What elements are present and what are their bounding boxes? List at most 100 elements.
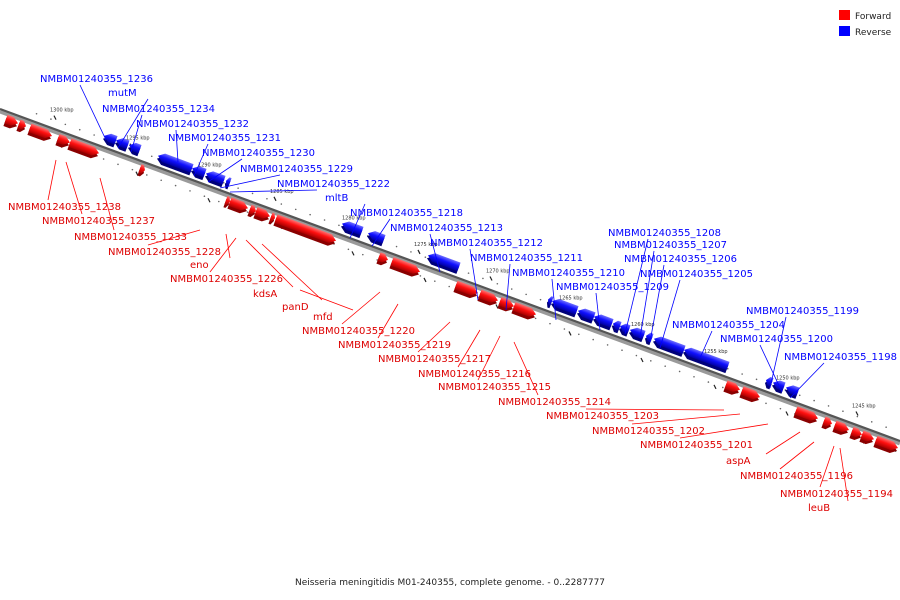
gene-arrow-body [794,406,819,421]
forward-leader-line [147,229,201,246]
gene-arrow-body [684,347,730,371]
minor-tick [117,163,119,166]
reverse-gene-label: NMBM01240355_1204 [672,320,785,331]
major-tick [417,249,421,255]
tick-label: 1290 kbp [198,162,222,168]
minor-tick [798,394,801,397]
forward-gene-arrow [832,420,850,435]
forward-gene-arrow [389,257,421,277]
reverse-gene-label: NMBM01240355_1210 [512,268,625,279]
forward-gene-label: eno [190,260,209,271]
forward-leader-line [261,243,323,301]
gene-arrow-body [228,197,249,211]
minor-tick [496,282,499,285]
legend-label-reverse: Reverse [855,28,892,38]
major-tick [713,384,717,390]
legend-label-forward: Forward [855,12,891,22]
gene-arrow-body [578,308,596,321]
gene-arrow-body [822,416,832,427]
tick-label: 1255 kbp [704,349,728,355]
forward-leader-line [99,177,115,231]
minor-tick [280,203,283,205]
forward-gene-arrow [247,204,256,218]
minor-tick [827,405,830,407]
minor-tick [664,365,666,367]
gene-layer [3,114,899,454]
reverse-gene-label: NMBM01240355_1200 [720,334,833,345]
forward-gene-label: NMBM01240355_1196 [740,471,853,482]
forward-gene-label: NMBM01240355_1202 [592,426,705,437]
tick-label: 1245 kbp [852,404,876,410]
minor-tick [419,275,422,277]
gene-arrow-body [390,257,421,274]
gene-arrow-body [138,164,146,174]
reverse-gene-label: NMBM01240355_1198 [784,352,897,363]
gene-arrow-body [646,332,654,343]
minor-tick [189,190,191,192]
forward-gene-arrow [223,195,230,208]
minor-tick [218,200,220,203]
reverse-leader-line [207,158,243,183]
reverse-gene-label: NMBM01240355_1211 [470,253,583,264]
minor-tick [578,333,580,336]
minor-tick [563,328,566,330]
gene-arrow-body [630,327,646,340]
forward-gene-arrow [821,416,832,430]
gene-arrow-body [620,323,631,334]
forward-leader-line [457,329,481,368]
minor-tick [362,253,364,256]
major-tick [568,331,572,336]
minor-tick [885,426,887,428]
tick-label: 1275 kbp [414,242,438,248]
legend-item-reverse: Reverse [839,26,892,38]
legend-swatch-reverse [839,26,850,36]
reverse-leader-line [759,344,783,393]
reverse-gene-label: NMBM01240355_1212 [430,238,543,249]
reverse-leader-line [371,218,391,247]
forward-gene-label: NMBM01240355_1217 [378,354,491,365]
major-tick [273,196,277,202]
gene-arrow-body [248,204,256,215]
forward-gene-arrow [3,114,18,129]
forward-leader-line [47,159,57,201]
forward-leader-line [299,289,354,311]
reverse-gene-label: NMBM01240355_1206 [624,254,737,265]
forward-gene-label: panD [282,302,309,313]
minor-tick [842,410,844,413]
minor-tick [338,224,340,227]
gene-arrow-body [874,435,899,451]
reverse-leader-line [219,174,281,189]
reverse-gene-label: NMBM01240355_1199 [746,306,859,317]
gene-arrow-body [254,207,271,219]
gene-arrow-body [224,195,230,206]
reverse-gene-label: NMBM01240355_1236 [40,74,153,85]
reverse-gene-arrow [156,153,194,176]
minor-tick [534,317,537,320]
forward-leader-line [65,161,83,215]
tick-label: 1285 kbp [270,189,294,195]
gene-arrow-body [4,114,18,126]
major-tick [207,197,211,203]
minor-tick [726,367,729,370]
figure-caption: Neisseria meningitidis M01-240355, compl… [294,578,606,588]
minor-tick [410,251,412,253]
forward-leader-line [341,291,381,325]
gene-arrow-body [860,430,874,442]
gene-arrow-body [68,138,100,156]
gene-arrow-body [129,142,142,154]
tick-label: 1250 kbp [776,375,800,381]
gene-arrow-body [28,123,53,139]
forward-leader-line [765,431,801,455]
reverse-leader-line [551,278,557,321]
forward-gene-label: NMBM01240355_1201 [640,440,753,451]
backbone-line [0,107,900,443]
major-tick [489,276,493,281]
forward-leader-line [417,321,451,353]
minor-tick [467,272,470,274]
reverse-gene-label: NMBM01240355_1218 [350,208,463,219]
reverse-leader-line [117,98,149,149]
gene-arrow-body [512,302,537,317]
minor-tick [741,373,743,375]
reverse-leader-line [130,114,143,153]
tick-label: 1260 kbp [631,322,655,328]
